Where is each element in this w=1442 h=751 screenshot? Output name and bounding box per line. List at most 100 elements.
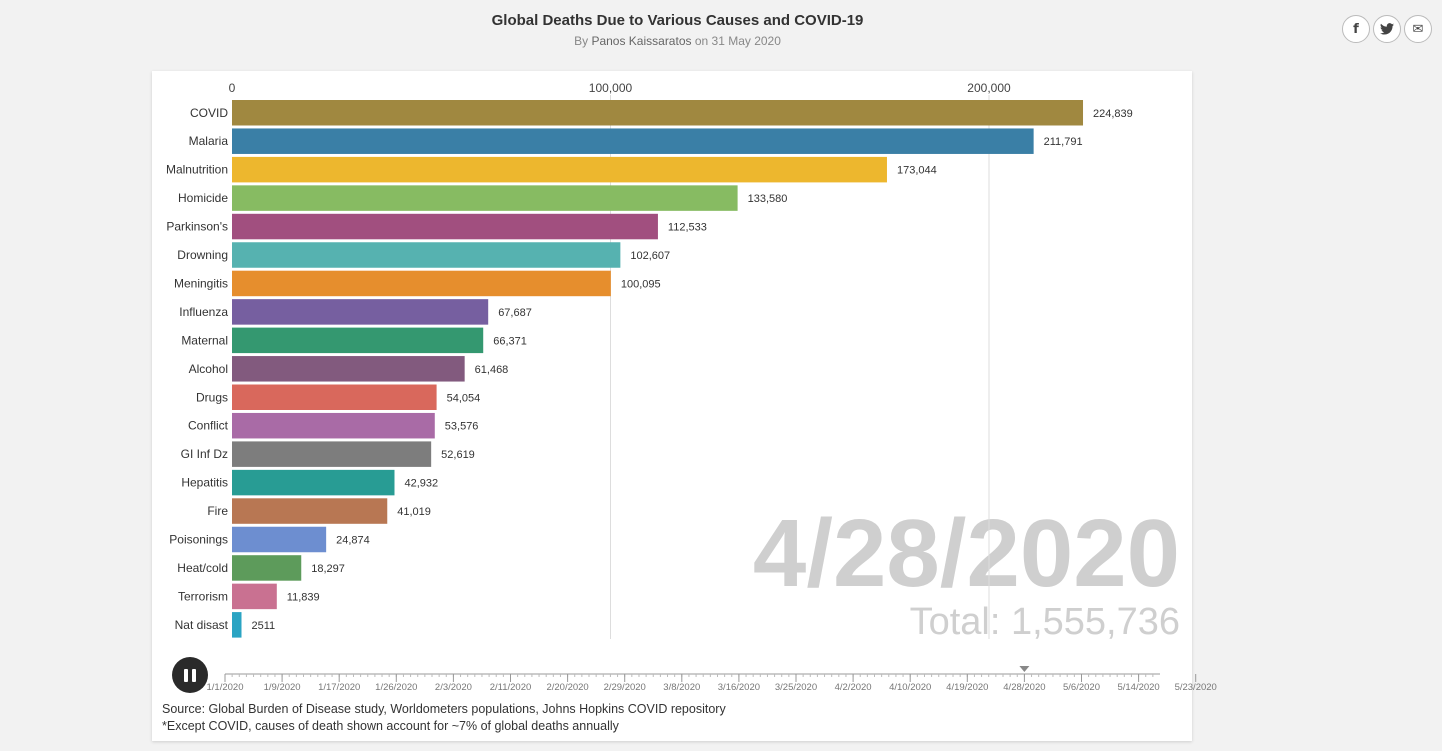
bar[interactable] (232, 555, 302, 581)
email-icon: ✉ (1412, 21, 1424, 37)
bar[interactable] (232, 100, 1084, 126)
timeline-label: 4/10/2020 (889, 682, 931, 693)
source-line: Source: Global Burden of Disease study, … (162, 702, 726, 716)
category-label: Fire (207, 504, 228, 518)
bar[interactable] (232, 526, 327, 553)
timeline-label: 4/28/2020 (1003, 682, 1045, 693)
bar[interactable] (232, 299, 489, 325)
bar[interactable] (232, 583, 277, 610)
category-label: Maternal (181, 333, 228, 347)
value-label: 102,607 (630, 250, 670, 262)
value-label: 67,687 (498, 307, 532, 319)
value-label: 52,619 (441, 449, 475, 461)
timeline-label: 2/29/2020 (604, 682, 646, 693)
value-label: 112,533 (668, 222, 707, 234)
timeline-label: 1/17/2020 (318, 682, 360, 693)
category-label: Homicide (178, 191, 228, 205)
pause-icon (182, 668, 198, 682)
category-label: Drowning (177, 248, 228, 262)
author-link[interactable]: Panos Kaissaratos (591, 34, 692, 48)
value-label: 133,580 (748, 193, 788, 205)
page-title: Global Deaths Due to Various Causes and … (491, 12, 864, 29)
bar[interactable] (232, 469, 395, 496)
value-label: 2511 (252, 620, 276, 632)
timeline-label: 1/26/2020 (375, 682, 417, 693)
category-label: Malaria (189, 134, 229, 148)
timeline-label: 3/25/2020 (775, 682, 817, 693)
timeline-label: 4/2/2020 (835, 682, 872, 693)
value-label: 100,095 (621, 278, 661, 290)
value-label: 42,932 (404, 478, 438, 490)
category-label: GI Inf Dz (181, 447, 228, 461)
timeline-label: 3/8/2020 (663, 682, 700, 693)
timeline-label: 1/9/2020 (264, 682, 301, 693)
value-label: 53,576 (445, 421, 479, 433)
category-label: Conflict (188, 419, 229, 433)
current-date-display: 4/28/2020 (753, 500, 1180, 607)
category-label: COVID (190, 106, 228, 120)
timeline-label: 5/23/2020 (1175, 682, 1217, 693)
byline-prefix: By (574, 34, 589, 48)
category-label: Heat/cold (177, 561, 228, 575)
timeline-label: 1/1/2020 (207, 682, 244, 693)
bar[interactable] (232, 441, 432, 467)
bar[interactable] (232, 412, 435, 439)
value-label: 173,044 (897, 165, 937, 177)
timeline-label: 2/20/2020 (546, 682, 588, 693)
value-label: 61,468 (475, 364, 509, 376)
bar[interactable] (232, 384, 437, 411)
bar[interactable] (232, 185, 738, 211)
category-label: Meningitis (174, 276, 228, 290)
value-label: 54,054 (447, 392, 481, 404)
total-display: Total: 1,555,736 (910, 601, 1180, 643)
facebook-share-button[interactable]: f (1342, 15, 1370, 43)
value-label: 11,839 (287, 591, 320, 603)
bar[interactable] (232, 327, 484, 354)
axis-tick-label: 200,000 (967, 81, 1011, 95)
bar[interactable] (232, 612, 242, 638)
value-label: 211,791 (1044, 136, 1083, 148)
timeline-label: 3/16/2020 (718, 682, 760, 693)
pause-button[interactable] (172, 657, 208, 693)
share-buttons: f ✉ (1342, 15, 1432, 43)
bar[interactable] (232, 356, 465, 382)
bar[interactable] (232, 213, 658, 240)
twitter-share-button[interactable] (1373, 15, 1401, 43)
axis-tick-label: 0 (229, 81, 236, 95)
twitter-icon (1380, 23, 1394, 35)
bar[interactable] (232, 270, 611, 297)
bar[interactable] (232, 156, 887, 183)
timeline-slider[interactable]: 1/1/2020 1/9/2020 1/17/2020 1/26/2020 2/3/20… (152, 71, 1217, 741)
footnote-line: *Except COVID, causes of death shown acc… (162, 719, 619, 733)
timeline-label: 2/11/2020 (490, 682, 532, 693)
timeline-label: 5/6/2020 (1063, 682, 1100, 693)
category-label: Drugs (196, 390, 228, 404)
bar[interactable] (232, 498, 388, 524)
axis-tick-label: 100,000 (589, 81, 633, 95)
category-label: Influenza (179, 305, 228, 319)
category-label: Hepatitis (181, 476, 228, 490)
value-label: 18,297 (311, 563, 345, 575)
timeline-label: 5/14/2020 (1117, 682, 1159, 693)
value-label: 66,371 (493, 335, 527, 347)
source-note: Source: Global Burden of Disease study, … (162, 701, 726, 735)
value-label: 41,019 (397, 506, 431, 518)
timeline-handle[interactable] (1019, 666, 1030, 672)
value-label: 224,839 (1093, 108, 1133, 120)
chart-card: 4/28/2020 Total: 1,555,736 0 100,000 200,000… (152, 71, 1217, 741)
category-label: Nat disast (175, 618, 229, 632)
timeline-label: 2/3/2020 (435, 682, 472, 693)
category-label: Alcohol (189, 362, 228, 376)
chart-header: Global Deaths Due to Various Causes and … (0, 12, 1355, 48)
category-label: Poisonings (169, 533, 228, 547)
category-label: Parkinson's (166, 220, 228, 234)
facebook-icon: f (1353, 21, 1359, 37)
category-label: Malnutrition (166, 163, 228, 177)
timeline-label: 4/19/2020 (946, 682, 988, 693)
bar[interactable] (232, 242, 621, 268)
byline: By Panos Kaissaratos on 31 May 2020 (0, 34, 1355, 48)
bar[interactable] (232, 128, 1034, 154)
byline-date: on 31 May 2020 (694, 34, 781, 48)
email-share-button[interactable]: ✉ (1404, 15, 1432, 43)
